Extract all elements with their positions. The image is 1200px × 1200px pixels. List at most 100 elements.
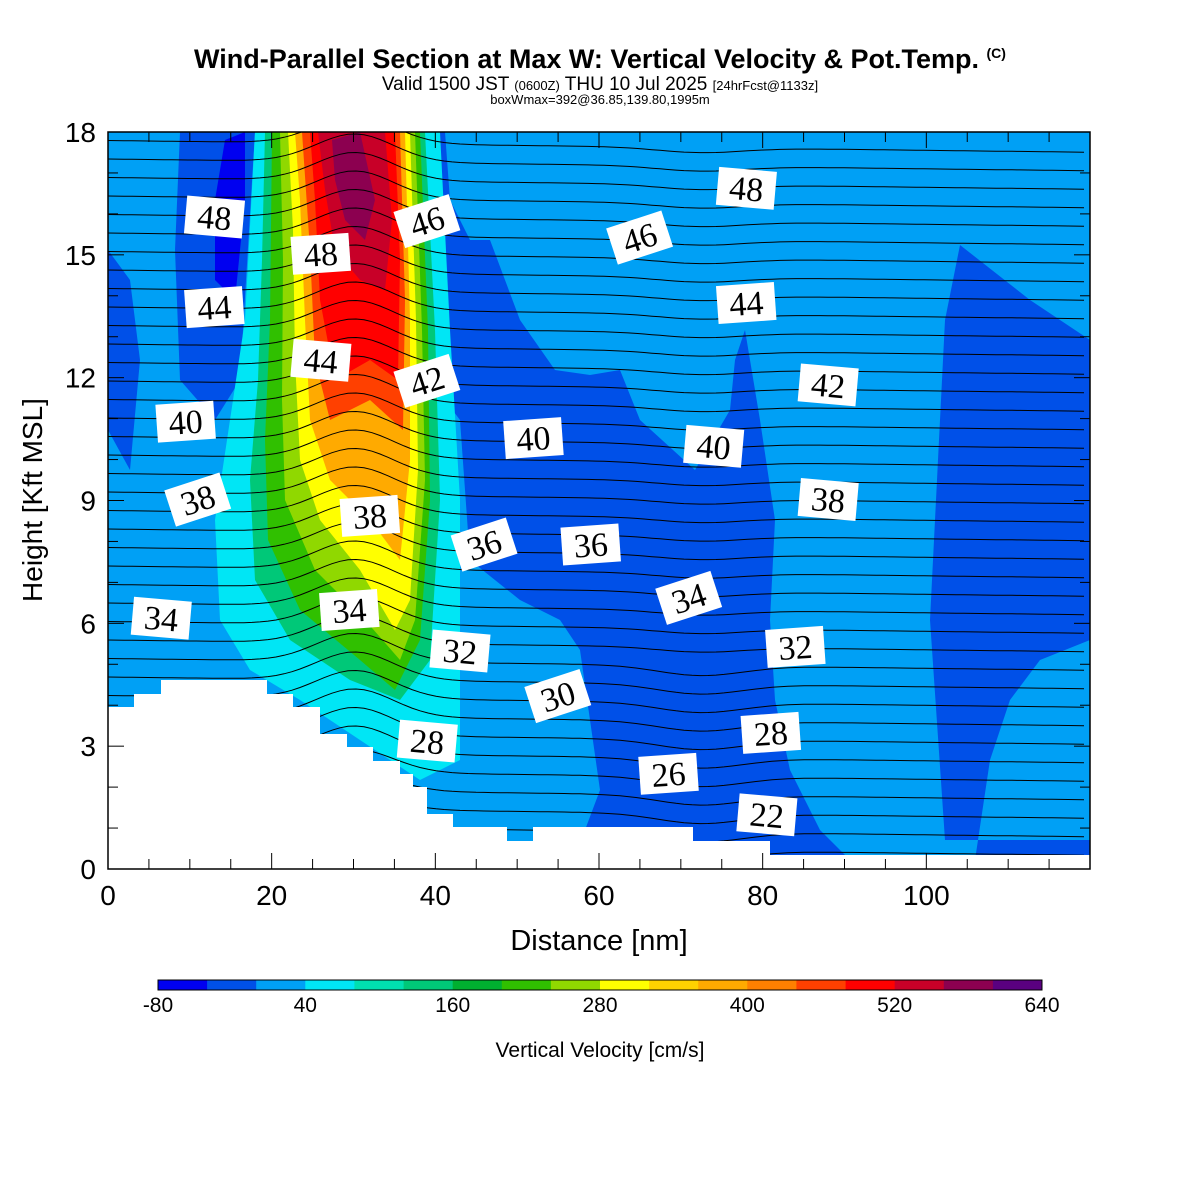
theta-label-text: 40	[515, 420, 551, 459]
theta-label: 26	[638, 752, 699, 795]
colorbar-swatch	[354, 980, 404, 990]
theta-label-text: 32	[441, 633, 478, 673]
colorbar-swatch	[943, 980, 994, 990]
colorbar-swatch	[305, 980, 355, 990]
colorbar-swatch	[256, 980, 306, 990]
theta-label-text: 42	[810, 366, 847, 406]
theta-label-box	[290, 232, 351, 275]
colorbar-swatch	[796, 980, 846, 990]
theta-contour-line	[108, 410, 1085, 450]
updraft-core	[332, 132, 375, 240]
valid-time-line: Valid 1500 JST (0600Z) THU 10 Jul 2025 […	[0, 74, 1200, 96]
theta-label-text: 34	[143, 600, 180, 640]
theta-label-text: 48	[728, 170, 765, 210]
x-tick-label: 100	[903, 880, 950, 911]
theta-label-text: 44	[302, 342, 339, 382]
theta-contour-line	[108, 188, 1085, 228]
x-axis-title: Distance [nm]	[510, 925, 687, 957]
theta-label-text: 28	[753, 715, 789, 754]
theta-label-box	[765, 625, 826, 668]
theta-label: 42	[797, 363, 859, 407]
copyright-mark: (C)	[986, 45, 1006, 61]
theta-label-text: 22	[748, 796, 785, 836]
theta-contour-line	[108, 595, 1085, 635]
theta-label: 42	[393, 353, 461, 408]
theta-contour-line	[108, 558, 1085, 598]
colorbar-swatch	[158, 980, 208, 990]
background-region-lower	[430, 380, 600, 860]
theta-label: 48	[715, 166, 777, 210]
theta-contour-line	[108, 225, 1085, 265]
theta-label: 40	[503, 417, 564, 459]
y-tick-label: 3	[80, 731, 96, 762]
chart-title-text: Wind-Parallel Section at Max W: Vertical…	[194, 44, 979, 74]
theta-contour-line	[108, 614, 1085, 653]
theta-contour-line	[108, 373, 1085, 413]
theta-label-box	[524, 669, 592, 724]
theta-label-box	[736, 793, 798, 837]
y-tick-label: 15	[65, 240, 96, 271]
theta-label-text: 36	[573, 526, 609, 565]
colorbar-frame	[157, 979, 1043, 991]
theta-label: 38	[339, 494, 401, 537]
colorbar: -80 40 160 280 400 520 640	[143, 979, 1060, 1017]
theta-contour-line	[108, 651, 1085, 695]
theta-contour-line	[108, 170, 1085, 209]
theta-label-text: 44	[728, 285, 764, 324]
theta-label-box	[655, 570, 723, 625]
theta-contour-line	[108, 132, 1085, 154]
theta-label: 36	[560, 523, 621, 566]
theta-label-box	[319, 589, 380, 631]
theta-label-text: 26	[650, 756, 686, 795]
colorbar-swatch	[501, 980, 552, 990]
theta-label: 44	[715, 282, 777, 324]
colorbar-tick-label: 520	[877, 994, 912, 1017]
theta-contour-line	[108, 447, 1085, 487]
theta-contour-line	[108, 429, 1085, 468]
theta-label-box	[638, 752, 699, 795]
valid-zulu: (0600Z)	[514, 78, 560, 93]
theta-label-text: 40	[695, 428, 732, 468]
theta-label-text: 38	[352, 498, 388, 537]
theta-label-text: 40	[167, 404, 203, 443]
colorbar-swatch	[550, 980, 601, 990]
theta-label-text: 48	[303, 236, 339, 275]
colorbar-swatch	[452, 980, 503, 990]
colorbar-swatch	[649, 980, 699, 990]
colorbar-tick-label: 400	[730, 994, 765, 1017]
x-tick-label: 20	[256, 880, 287, 911]
theta-label-box	[130, 596, 192, 640]
theta-label-box	[393, 194, 461, 249]
theta-label-box	[396, 719, 458, 763]
y-tick-label: 6	[80, 608, 96, 639]
theta-contour-line	[108, 244, 1085, 283]
theta-label-box	[606, 210, 674, 265]
x-tick-label: 60	[583, 880, 614, 911]
colorbar-tick-label: 40	[294, 994, 317, 1017]
theta-label-box	[164, 472, 232, 527]
colorbar-label: Vertical Velocity [cm/s]	[496, 1039, 705, 1062]
theta-contour-line	[108, 133, 1085, 172]
colorbar-tick-label: 640	[1024, 994, 1059, 1017]
theta-contour-line	[108, 484, 1085, 524]
theta-label: 28	[396, 719, 458, 763]
background-region-right	[445, 132, 1090, 860]
theta-label: 40	[155, 400, 216, 443]
theta-label: 32	[765, 625, 826, 668]
colorbar-swatch	[845, 980, 896, 990]
colorbar-swatch	[698, 980, 748, 990]
theta-contour-line	[108, 299, 1085, 339]
theta-label: 48	[290, 232, 351, 275]
theta-label: 28	[740, 711, 802, 754]
valid-date: THU 10 Jul 2025	[564, 74, 708, 95]
chart-title: Wind-Parallel Section at Max W: Vertical…	[0, 44, 1200, 75]
theta-label: 30	[524, 669, 592, 724]
forecast-info: [24hrFcst@1133z]	[712, 78, 819, 93]
y-axis-title: Height [Kft MSL]	[17, 398, 48, 602]
y-tick-label: 12	[65, 363, 96, 394]
plot-area	[108, 132, 1090, 869]
theta-label-box	[184, 286, 245, 329]
y-tick-label: 9	[80, 486, 96, 517]
colorbar-swatch	[992, 980, 1043, 990]
theta-label-text: 32	[777, 629, 813, 668]
